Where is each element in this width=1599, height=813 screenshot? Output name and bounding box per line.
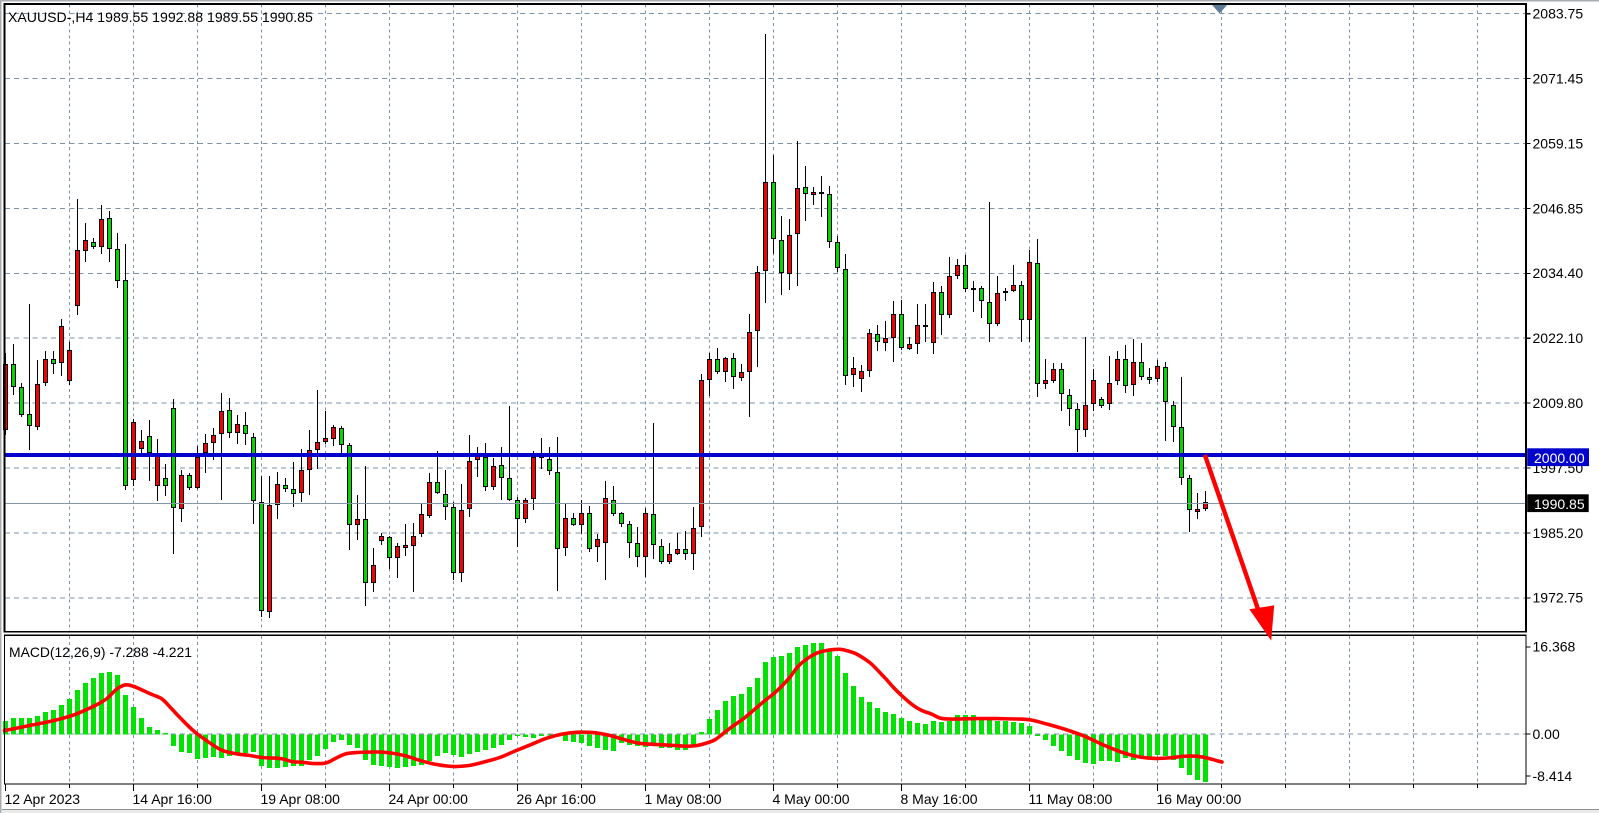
svg-text:19 Apr 08:00: 19 Apr 08:00 (261, 791, 341, 807)
svg-text:1 May 08:00: 1 May 08:00 (645, 791, 722, 807)
svg-text:0.00: 0.00 (1533, 726, 1560, 742)
svg-text:2000.00: 2000.00 (1534, 450, 1585, 466)
svg-text:4 May 00:00: 4 May 00:00 (773, 791, 850, 807)
svg-text:2059.15: 2059.15 (1533, 135, 1584, 151)
svg-text:-8.414: -8.414 (1533, 768, 1573, 784)
svg-text:1985.20: 1985.20 (1533, 525, 1584, 541)
svg-text:16 May 00:00: 16 May 00:00 (1157, 791, 1242, 807)
svg-text:8 May 16:00: 8 May 16:00 (901, 791, 978, 807)
svg-text:1972.75: 1972.75 (1533, 590, 1584, 606)
svg-text:12 Apr 2023: 12 Apr 2023 (5, 791, 81, 807)
svg-text:11 May 08:00: 11 May 08:00 (1029, 791, 1113, 807)
svg-text:2034.40: 2034.40 (1533, 265, 1584, 281)
svg-text:16.368: 16.368 (1533, 639, 1576, 655)
svg-text:2083.75: 2083.75 (1533, 6, 1584, 22)
svg-text:1990.85: 1990.85 (1534, 496, 1585, 512)
svg-text:2022.10: 2022.10 (1533, 330, 1584, 346)
svg-text:24 Apr 00:00: 24 Apr 00:00 (389, 791, 469, 807)
svg-text:2046.85: 2046.85 (1533, 200, 1584, 216)
svg-text:2009.80: 2009.80 (1533, 395, 1584, 411)
svg-text:26 Apr 16:00: 26 Apr 16:00 (517, 791, 597, 807)
svg-text:14 Apr 16:00: 14 Apr 16:00 (133, 791, 213, 807)
svg-text:MACD(12,26,9) -7.288 -4.221: MACD(12,26,9) -7.288 -4.221 (9, 644, 192, 660)
svg-text:XAUUSD-,H4 1989.55 1992.88 19: XAUUSD-,H4 1989.55 1992.88 1989.55 1990.… (8, 9, 313, 25)
svg-text:2071.45: 2071.45 (1533, 71, 1584, 87)
